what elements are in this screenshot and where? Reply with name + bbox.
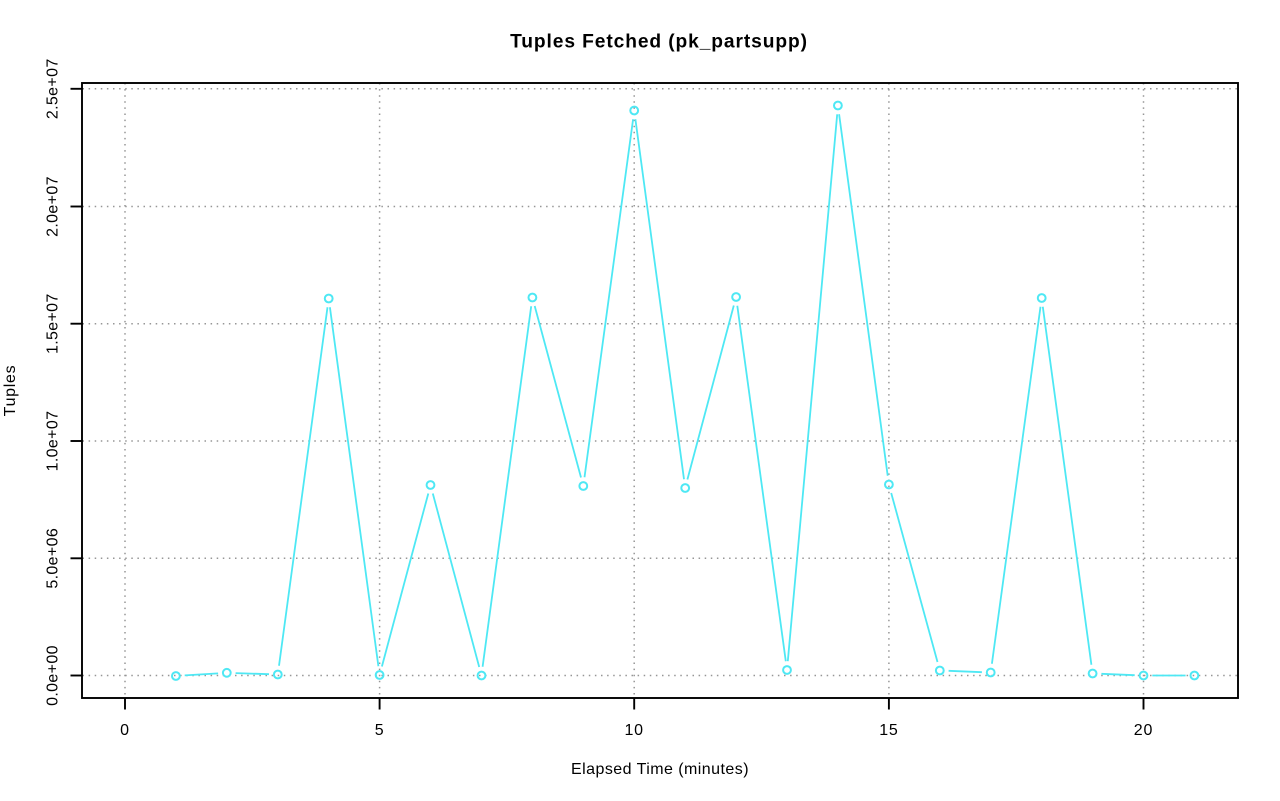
svg-text:1.0e+07: 1.0e+07 (45, 411, 62, 472)
svg-text:0: 0 (120, 722, 130, 739)
svg-text:5: 5 (375, 722, 385, 739)
svg-text:Tuples Fetched (pk_partsupp): Tuples Fetched (pk_partsupp) (510, 32, 808, 53)
svg-text:2.0e+07: 2.0e+07 (45, 176, 62, 237)
svg-text:0.0e+00: 0.0e+00 (45, 645, 62, 706)
svg-text:Elapsed Time (minutes): Elapsed Time (minutes) (571, 761, 749, 778)
svg-text:5.0e+06: 5.0e+06 (45, 528, 62, 589)
svg-text:1.5e+07: 1.5e+07 (45, 293, 62, 354)
svg-text:10: 10 (624, 722, 643, 739)
svg-text:15: 15 (879, 722, 898, 739)
svg-text:20: 20 (1134, 722, 1153, 739)
svg-text:2.5e+07: 2.5e+07 (45, 58, 62, 119)
svg-text:Tuples: Tuples (2, 365, 19, 417)
